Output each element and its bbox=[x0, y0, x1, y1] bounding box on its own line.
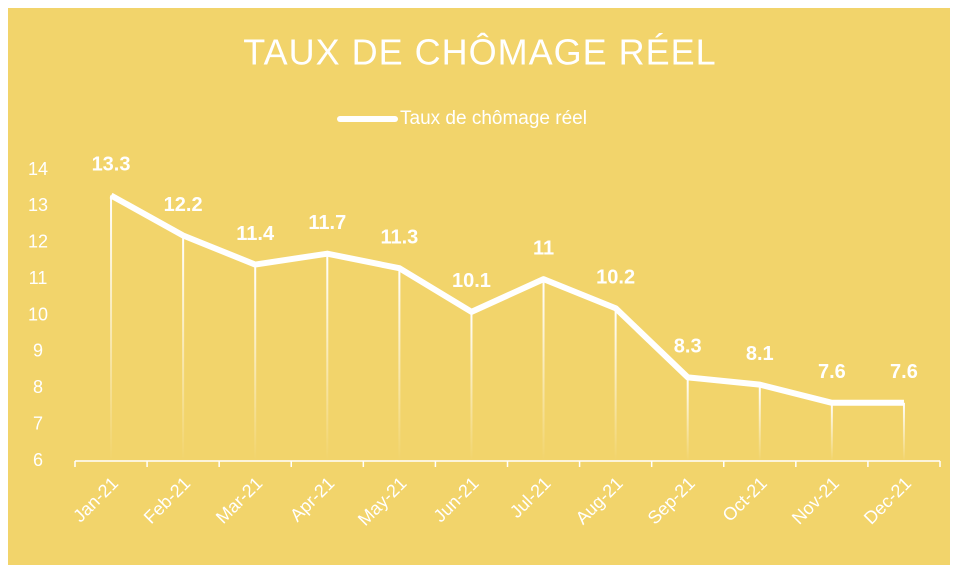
chart-title: TAUX DE CHÔMAGE RÉEL bbox=[243, 32, 716, 73]
drop-line bbox=[470, 311, 473, 461]
drop-line bbox=[830, 402, 833, 461]
y-tick-label: 12 bbox=[28, 232, 48, 252]
y-tick-label: 11 bbox=[29, 268, 48, 288]
y-tick-label: 7 bbox=[33, 413, 43, 433]
data-label: 11 bbox=[533, 237, 554, 259]
drop-line bbox=[686, 377, 689, 461]
drop-line bbox=[182, 235, 185, 461]
y-tick-label: 14 bbox=[28, 159, 48, 179]
y-tick-label: 9 bbox=[33, 341, 43, 361]
y-tick-label: 10 bbox=[28, 304, 48, 324]
data-label: 12.2 bbox=[164, 194, 203, 216]
y-tick-label: 8 bbox=[33, 377, 43, 397]
data-label: 11.3 bbox=[380, 226, 418, 248]
data-label: 7.6 bbox=[818, 361, 846, 383]
drop-line bbox=[254, 264, 257, 461]
y-tick-label: 13 bbox=[28, 195, 48, 215]
line bbox=[109, 192, 904, 406]
data-label: 7.6 bbox=[890, 361, 918, 383]
data-label: 10.2 bbox=[596, 267, 635, 289]
legend-label: Taux de chômage réel bbox=[400, 108, 587, 129]
drop-line bbox=[398, 268, 401, 461]
data-label: 8.1 bbox=[746, 343, 774, 365]
drop-line bbox=[614, 308, 617, 461]
data-label: 11.7 bbox=[308, 212, 346, 234]
drop-line bbox=[326, 253, 329, 461]
data-label: 8.3 bbox=[674, 336, 702, 358]
drop-line bbox=[110, 195, 113, 461]
data-label: 13.3 bbox=[92, 154, 131, 176]
data-label: 11.4 bbox=[236, 223, 275, 245]
data-label: 10.1 bbox=[452, 270, 491, 292]
drop-line bbox=[542, 279, 545, 461]
chart-background bbox=[8, 8, 950, 565]
y-tick-label: 6 bbox=[33, 450, 43, 470]
drop-line bbox=[902, 402, 905, 461]
drop-line bbox=[758, 384, 761, 461]
